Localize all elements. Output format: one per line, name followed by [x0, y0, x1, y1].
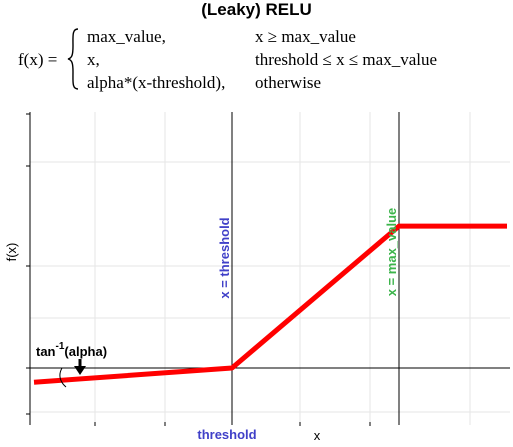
formula-lhs: f(x) = — [18, 50, 58, 69]
x-axis-label: x — [314, 428, 321, 443]
x-tick-marks — [94, 422, 371, 426]
case-cond-max: x ≥ max_value — [255, 27, 356, 46]
slope-angle-arc — [59, 367, 67, 388]
threshold-tick-label: threshold — [197, 427, 256, 442]
case-expr-linear: x, — [87, 50, 100, 69]
relu-curve — [33, 223, 507, 385]
y-axis-label: f(x) — [4, 243, 19, 262]
y-tick-marks — [26, 113, 30, 415]
case-expr-max: max_value, — [87, 27, 166, 46]
max-value-vline-label: x = max_value — [384, 208, 399, 297]
case-cond-linear: threshold ≤ x ≤ max_value — [255, 50, 438, 69]
plot-grid — [30, 112, 510, 425]
threshold-vline-label: x = threshold — [217, 217, 232, 298]
diagram-title: (Leaky) RELU — [201, 0, 312, 19]
left-brace-icon — [67, 28, 79, 90]
formula-block: f(x) = max_value, x ≥ max_value x, thres… — [10, 27, 510, 95]
case-expr-leaky: alpha*(x-threshold), — [87, 73, 226, 92]
down-arrow-icon — [74, 359, 86, 375]
case-cond-leaky: otherwise — [255, 73, 322, 92]
relu-plot: tan-1(alpha) x = threshold x = max_value… — [4, 112, 510, 443]
slope-annotation-label: tan-1(alpha) — [36, 341, 107, 359]
